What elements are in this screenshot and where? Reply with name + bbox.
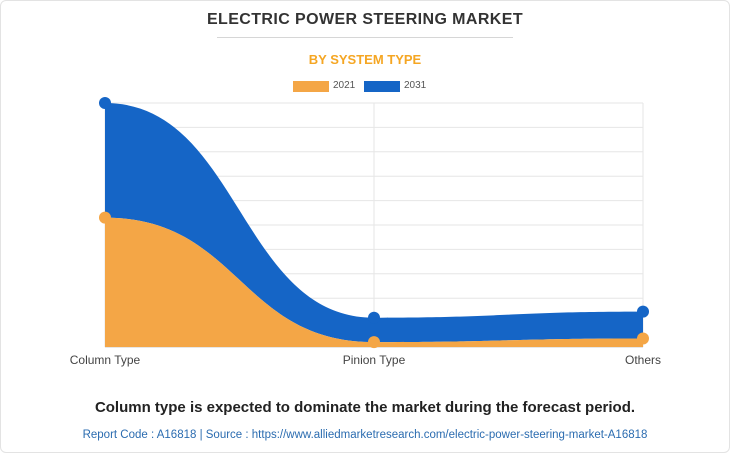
legend-swatch-2031 [364, 81, 400, 92]
legend-swatch-2021 [293, 81, 329, 92]
point-2021-pinion-type [368, 336, 380, 349]
title-divider [217, 37, 513, 38]
point-2021-others [637, 332, 649, 345]
chart-points [99, 97, 649, 349]
chart-takeaway: Column type is expected to dominate the … [94, 399, 636, 416]
chart-title: ELECTRIC POWER STEERING MARKET [206, 11, 523, 28]
legend: 2021 2031 [0, 80, 730, 94]
area-2031 [105, 103, 643, 343]
x-axis-ticks: Column Type Pinion Type Others [70, 353, 661, 367]
legend-label-2021: 2021 [333, 80, 356, 91]
point-2021-column-type [99, 211, 111, 224]
point-2031-others [637, 305, 649, 318]
x-tick-pinion-type: Pinion Type [343, 353, 406, 367]
point-2031-column-type [99, 97, 111, 109]
chart-areas [105, 103, 643, 347]
legend-label-2031: 2031 [404, 80, 427, 91]
area-2021 [105, 217, 643, 347]
chart-subtitle: BY SYSTEM TYPE [308, 52, 422, 67]
source-footer[interactable]: Report Code : A16818 | Source : https://… [82, 429, 648, 441]
point-2031-pinion-type [368, 311, 380, 324]
x-tick-column-type: Column Type [70, 353, 141, 367]
x-tick-others: Others [625, 353, 661, 367]
